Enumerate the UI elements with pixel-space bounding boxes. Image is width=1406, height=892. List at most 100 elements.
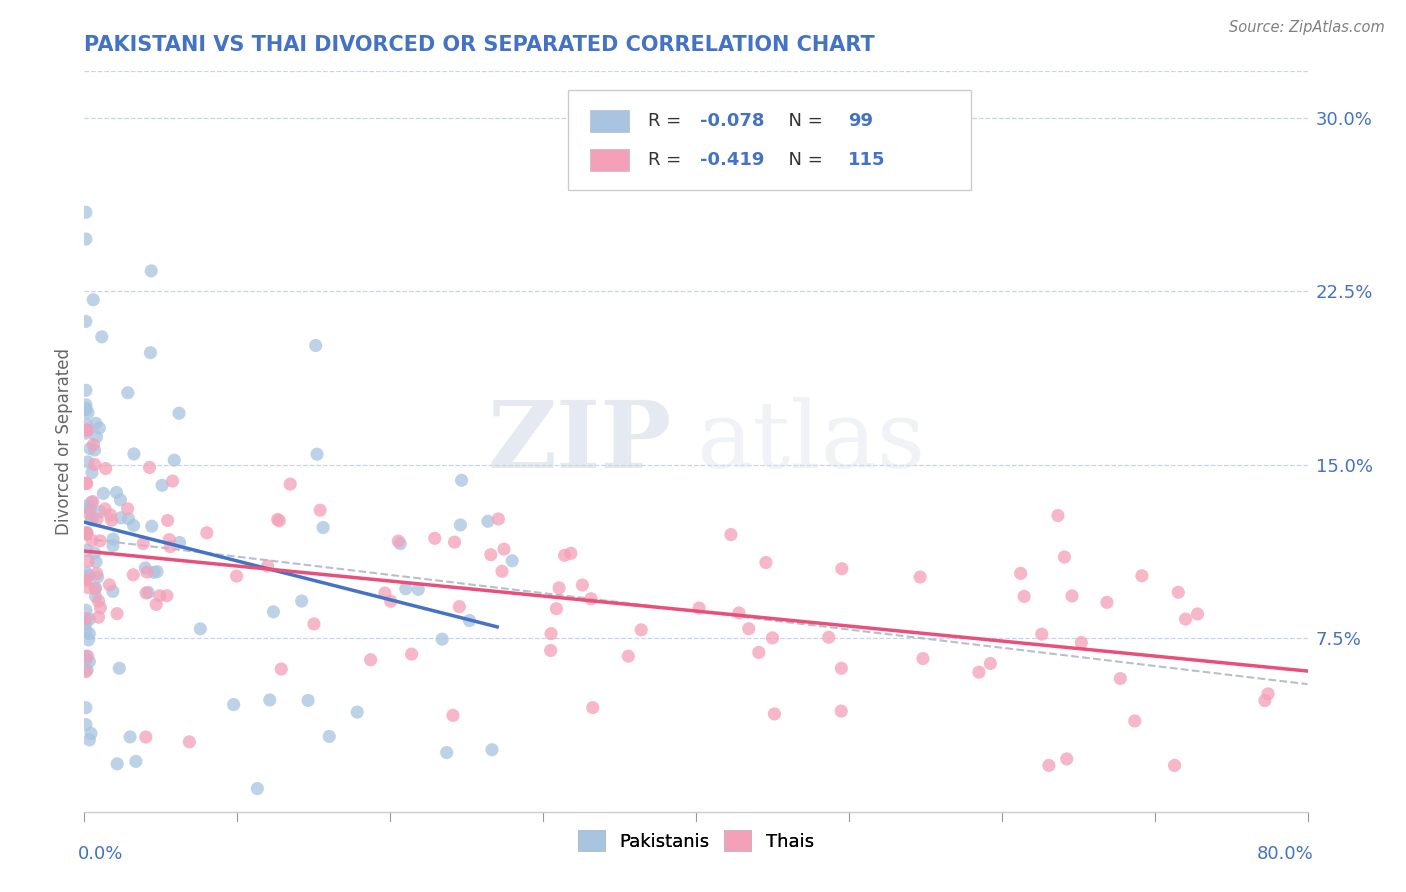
Point bbox=[94, 502, 117, 516]
Point bbox=[755, 556, 778, 570]
Point bbox=[75, 566, 97, 580]
Point bbox=[75, 314, 97, 328]
Point bbox=[79, 732, 101, 747]
Point bbox=[501, 554, 523, 568]
Text: 115: 115 bbox=[848, 152, 886, 169]
Point bbox=[738, 622, 761, 636]
Point bbox=[77, 554, 100, 568]
Point bbox=[98, 578, 121, 592]
Point bbox=[278, 477, 301, 491]
Point bbox=[135, 565, 157, 579]
Point bbox=[110, 492, 132, 507]
Point bbox=[1056, 752, 1078, 766]
Point bbox=[477, 514, 499, 528]
Point bbox=[117, 385, 139, 400]
Point bbox=[89, 505, 111, 519]
Point bbox=[979, 657, 1001, 671]
Point bbox=[89, 600, 111, 615]
Point bbox=[82, 437, 104, 451]
Point bbox=[100, 513, 122, 527]
Point bbox=[302, 616, 325, 631]
Point bbox=[83, 458, 105, 472]
Point bbox=[149, 589, 172, 603]
Point bbox=[84, 582, 107, 596]
Point bbox=[582, 700, 605, 714]
Point bbox=[75, 476, 97, 491]
Point bbox=[122, 447, 145, 461]
Text: -0.078: -0.078 bbox=[700, 112, 763, 130]
Point bbox=[100, 508, 122, 522]
Text: N =: N = bbox=[776, 112, 828, 130]
Point bbox=[135, 586, 157, 600]
Point bbox=[967, 665, 990, 680]
Point bbox=[135, 730, 157, 744]
Point bbox=[441, 708, 464, 723]
Y-axis label: Divorced or Separated: Divorced or Separated bbox=[55, 348, 73, 535]
Point bbox=[761, 631, 783, 645]
Point bbox=[1123, 714, 1146, 728]
Point bbox=[540, 643, 562, 657]
Point bbox=[571, 578, 593, 592]
Point bbox=[75, 232, 97, 246]
Point bbox=[430, 632, 453, 647]
Point bbox=[89, 421, 111, 435]
Point bbox=[79, 612, 101, 626]
Point bbox=[579, 591, 602, 606]
Point bbox=[163, 453, 186, 467]
Text: N =: N = bbox=[776, 152, 828, 169]
Point bbox=[423, 531, 446, 545]
Point bbox=[1060, 589, 1083, 603]
Point bbox=[80, 466, 103, 480]
Point bbox=[560, 546, 582, 560]
Point bbox=[84, 581, 107, 595]
Point bbox=[75, 499, 97, 513]
Point bbox=[80, 726, 103, 740]
Point bbox=[75, 700, 97, 714]
Point bbox=[80, 495, 103, 509]
Point bbox=[318, 730, 340, 744]
Point bbox=[83, 442, 105, 457]
Point bbox=[141, 519, 163, 533]
Point bbox=[75, 616, 97, 631]
Point bbox=[76, 663, 98, 677]
Point bbox=[269, 514, 291, 528]
Point bbox=[142, 566, 165, 580]
Bar bbox=[589, 149, 628, 171]
Point bbox=[89, 533, 111, 548]
Point bbox=[1109, 672, 1132, 686]
Point bbox=[188, 622, 211, 636]
Point bbox=[179, 735, 201, 749]
Text: R =: R = bbox=[648, 152, 688, 169]
Point bbox=[75, 649, 97, 664]
Point bbox=[1257, 687, 1279, 701]
Point bbox=[86, 512, 108, 526]
Point bbox=[554, 549, 576, 563]
Point bbox=[389, 536, 412, 550]
Point bbox=[408, 582, 430, 597]
Point bbox=[1163, 758, 1185, 772]
Point bbox=[546, 601, 568, 615]
Point bbox=[122, 518, 145, 533]
Point bbox=[138, 460, 160, 475]
Point bbox=[93, 486, 115, 500]
Point bbox=[75, 717, 97, 731]
Point bbox=[617, 649, 640, 664]
Point bbox=[75, 603, 97, 617]
Point bbox=[450, 473, 472, 487]
Point bbox=[77, 581, 100, 595]
Point bbox=[101, 532, 124, 546]
Point bbox=[75, 423, 97, 437]
Point bbox=[108, 661, 131, 675]
Point bbox=[75, 417, 97, 432]
Point bbox=[117, 501, 139, 516]
Point bbox=[488, 512, 510, 526]
Point bbox=[763, 706, 786, 721]
Legend: Pakistanis, Thais: Pakistanis, Thais bbox=[571, 823, 821, 858]
Point bbox=[76, 476, 98, 491]
Point bbox=[75, 401, 97, 416]
Point bbox=[84, 590, 107, 604]
Point bbox=[79, 442, 101, 456]
Point bbox=[159, 540, 181, 554]
Point bbox=[291, 594, 314, 608]
Point bbox=[1031, 627, 1053, 641]
